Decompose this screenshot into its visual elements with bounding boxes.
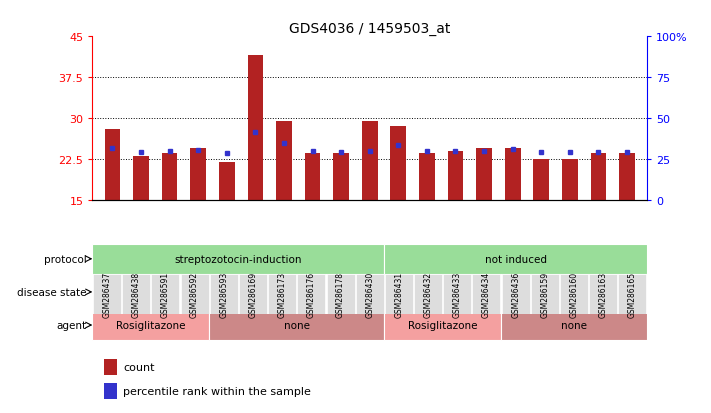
Bar — [473, 275, 501, 314]
Bar — [104, 359, 117, 375]
Text: GSM286165: GSM286165 — [628, 271, 637, 317]
Bar — [533, 159, 549, 200]
Text: GSM286437: GSM286437 — [102, 271, 112, 317]
Text: GSM286431: GSM286431 — [395, 271, 403, 317]
Bar — [181, 275, 208, 314]
Bar — [210, 275, 237, 314]
Text: protocol: protocol — [44, 254, 87, 264]
Text: GSM286434: GSM286434 — [482, 271, 491, 317]
Bar — [619, 154, 635, 200]
Text: GSM286593: GSM286593 — [219, 271, 228, 317]
Text: GSM286432: GSM286432 — [424, 271, 432, 317]
Bar — [385, 244, 647, 274]
Text: GSM286178: GSM286178 — [336, 271, 345, 317]
Text: GSM286438: GSM286438 — [132, 271, 141, 317]
Text: count: count — [123, 362, 154, 372]
Bar — [105, 130, 120, 200]
Text: streptozotocin-induction: streptozotocin-induction — [175, 254, 302, 264]
Text: none: none — [561, 320, 587, 330]
Text: diabetes: diabetes — [216, 287, 261, 297]
Bar — [476, 149, 492, 200]
Bar — [385, 275, 413, 314]
Bar — [385, 311, 501, 340]
Bar — [92, 278, 385, 307]
Text: GSM286591: GSM286591 — [161, 271, 170, 317]
Bar — [589, 275, 617, 314]
Text: GSM286169: GSM286169 — [248, 271, 257, 317]
Bar — [162, 154, 178, 200]
Bar — [122, 275, 150, 314]
Bar — [297, 275, 326, 314]
Text: Rosiglitazone: Rosiglitazone — [116, 320, 186, 330]
Bar — [104, 383, 117, 399]
Bar — [414, 275, 442, 314]
Text: GSM286433: GSM286433 — [453, 271, 461, 317]
Bar — [326, 275, 355, 314]
Bar — [92, 311, 209, 340]
Text: GSM286173: GSM286173 — [278, 271, 287, 317]
Bar — [385, 278, 647, 307]
Bar — [505, 149, 520, 200]
Text: GSM286176: GSM286176 — [307, 271, 316, 317]
Text: not induced: not induced — [485, 254, 547, 264]
Bar — [419, 154, 434, 200]
Bar — [531, 275, 559, 314]
Bar — [560, 275, 588, 314]
Bar — [356, 275, 384, 314]
Bar — [133, 157, 149, 200]
Bar — [591, 154, 606, 200]
Bar — [151, 275, 179, 314]
Bar — [390, 127, 406, 200]
Bar — [619, 275, 646, 314]
Bar — [219, 162, 235, 200]
Bar — [502, 275, 530, 314]
Bar — [562, 159, 577, 200]
Bar — [362, 121, 378, 200]
Text: GSM286163: GSM286163 — [599, 271, 608, 317]
Text: disease state: disease state — [17, 287, 87, 297]
Bar — [448, 152, 464, 200]
Text: none: none — [284, 320, 310, 330]
Text: Rosiglitazone: Rosiglitazone — [408, 320, 478, 330]
Bar — [92, 244, 385, 274]
Text: GSM286592: GSM286592 — [190, 271, 199, 317]
Title: GDS4036 / 1459503_at: GDS4036 / 1459503_at — [289, 22, 450, 36]
Bar — [276, 121, 292, 200]
Bar — [239, 275, 267, 314]
Bar — [268, 275, 296, 314]
Text: percentile rank within the sample: percentile rank within the sample — [123, 386, 311, 396]
Bar — [191, 149, 206, 200]
Bar — [247, 56, 263, 200]
Bar — [305, 154, 321, 200]
Bar — [501, 311, 647, 340]
Bar — [209, 311, 385, 340]
Text: GSM286430: GSM286430 — [365, 271, 374, 317]
Text: GSM286436: GSM286436 — [511, 271, 520, 317]
Text: agent: agent — [57, 320, 87, 330]
Text: GSM286159: GSM286159 — [540, 271, 550, 317]
Bar — [333, 154, 349, 200]
Bar — [93, 275, 121, 314]
Text: control: control — [498, 287, 534, 297]
Text: GSM286160: GSM286160 — [570, 271, 579, 317]
Bar — [443, 275, 471, 314]
